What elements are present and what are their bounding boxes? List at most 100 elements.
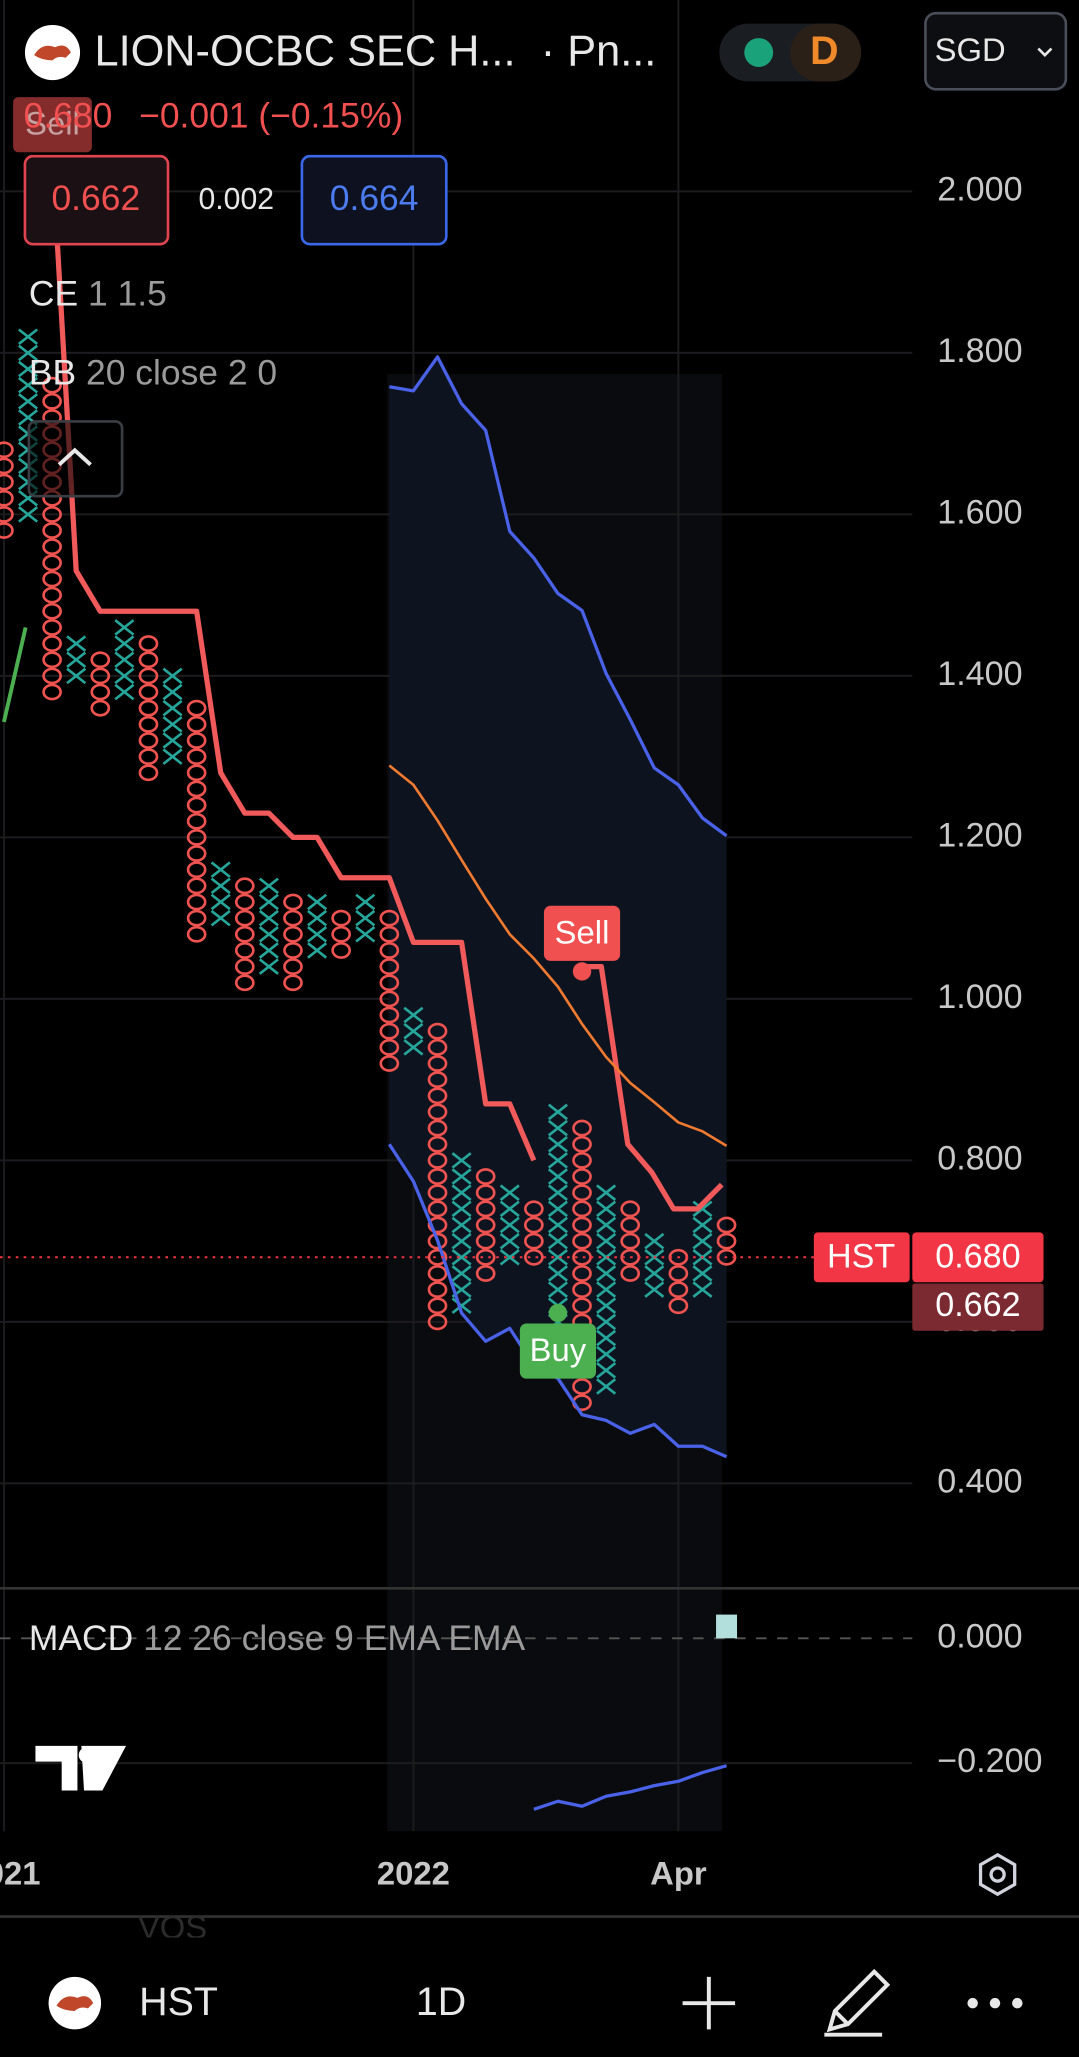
o-box [42,554,62,572]
x-box [210,909,231,927]
buy-button[interactable] [300,154,448,246]
x-box [162,683,183,701]
o-box [427,1248,448,1266]
o-box [90,699,111,717]
x-box [547,1184,568,1201]
x-column [307,893,328,959]
y-tick-label: 1.600 [937,493,1022,531]
o-box [90,667,111,685]
o-box [668,1281,689,1298]
signal-bubble [519,1323,597,1379]
x-box [547,1152,568,1169]
o-box [572,1184,592,1202]
x-box [162,748,183,765]
x-box [547,1168,568,1185]
o-column [427,1022,448,1331]
collapse-button[interactable] [27,420,124,498]
add-icon[interactable] [682,1976,736,2030]
more-dot[interactable] [989,1997,1001,2009]
o-box [0,441,14,459]
o-box [186,909,207,927]
indicator-name: CE [29,274,78,314]
x-box [18,360,39,378]
logo-lion [34,45,71,61]
o-box [42,522,62,539]
symbol-title[interactable]: LION-OCBC SEC H... [95,27,516,75]
o-column [234,877,255,992]
x-column [499,1184,520,1266]
settings-icon-core [989,1866,1006,1883]
x-box [114,667,135,685]
draw-icon[interactable] [824,1968,891,2037]
settings-icon[interactable] [978,1852,1017,1897]
o-box [572,1119,592,1137]
x-box [499,1232,520,1250]
price-name-bg [813,1232,910,1283]
x-box [355,926,376,943]
x-column [403,1006,424,1056]
overlay-signal-bg [13,97,92,153]
x-box [596,1184,617,1201]
toolbar [0,1937,1079,2057]
signal-bubble [543,905,621,961]
o-column [379,909,400,1072]
x-box [258,942,279,959]
o-box [42,635,62,652]
x-box [596,1378,617,1395]
o-column [186,699,207,943]
more-dot[interactable] [1012,1997,1023,2009]
chevron-up [57,447,92,467]
o-box [234,974,255,992]
badge-bg [790,23,862,82]
x-box [162,699,183,717]
x-box [451,1297,472,1314]
chart-style[interactable]: · Pn... [541,27,656,75]
o-box [42,538,62,556]
toolbar-symbol[interactable]: HST [139,1980,218,2024]
x-box [547,1119,568,1137]
o-box [427,1038,448,1056]
o-box [379,942,400,959]
o-box [234,893,255,911]
o-box [283,925,303,943]
o-box [475,1248,496,1266]
x-box [692,1216,713,1234]
o-box [524,1200,544,1218]
currency-select[interactable] [924,11,1068,91]
indicator-ce[interactable]: CE 1 1.5 [29,274,167,314]
x-box [66,667,87,685]
o-box [572,1168,592,1185]
o-box [668,1297,689,1315]
o-box [572,1151,592,1169]
x-column [596,1184,617,1395]
o-box [234,877,255,895]
signal-anchor [548,1303,568,1323]
x-box [596,1200,617,1218]
o-box [475,1168,496,1185]
sell-button[interactable] [23,154,170,246]
o-box [234,942,255,959]
indicator-bb[interactable]: BB 20 close 2 0 [29,353,277,393]
more-dot[interactable] [967,1997,978,2009]
x-box [307,909,328,927]
o-box [186,828,207,846]
toolbar-interval[interactable]: 1D [416,1980,466,2024]
logo-lion [56,1996,94,2012]
x-box [114,651,135,668]
o-box [0,457,14,475]
x-column [210,861,231,927]
o-box [716,1216,737,1234]
o-box [427,1071,448,1089]
x-box [596,1232,617,1250]
o-box [186,699,207,717]
o-box [42,651,62,669]
o-column [90,651,111,717]
x-box [210,893,231,911]
o-box [186,893,207,911]
indicator-macd[interactable]: MACD 12 26 close 9 EMA EMA [29,1618,526,1658]
x-box [258,958,279,975]
o-box [283,958,303,975]
bid-label: 0.662 [935,1286,1020,1324]
x-box [547,1216,568,1234]
x-box [451,1232,472,1250]
